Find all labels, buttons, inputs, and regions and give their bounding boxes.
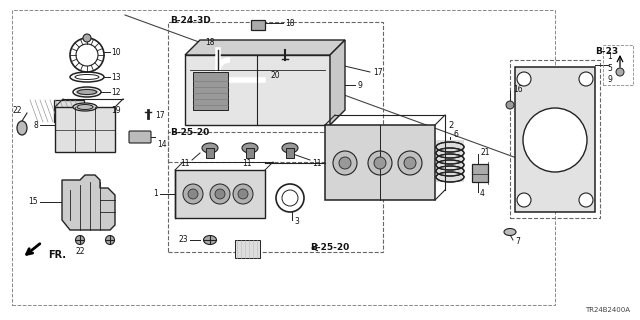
Bar bbox=[54, 100, 84, 122]
Bar bbox=[206, 148, 214, 158]
Ellipse shape bbox=[504, 228, 516, 236]
Bar bbox=[436, 140, 464, 182]
Bar bbox=[55, 107, 115, 152]
Circle shape bbox=[506, 101, 514, 109]
Circle shape bbox=[83, 34, 91, 42]
Text: 8: 8 bbox=[33, 121, 38, 130]
Ellipse shape bbox=[282, 143, 298, 153]
Text: B-25-20: B-25-20 bbox=[310, 244, 349, 252]
Text: 13: 13 bbox=[111, 73, 120, 82]
Polygon shape bbox=[185, 40, 345, 55]
Bar bbox=[251, 20, 265, 30]
Circle shape bbox=[579, 193, 593, 207]
Text: 17: 17 bbox=[155, 110, 164, 119]
FancyBboxPatch shape bbox=[129, 131, 151, 143]
Bar bbox=[175, 170, 265, 218]
Text: 20: 20 bbox=[270, 70, 280, 79]
Bar bbox=[12, 10, 555, 305]
Text: 2: 2 bbox=[448, 121, 453, 130]
Ellipse shape bbox=[106, 236, 115, 244]
Text: 22: 22 bbox=[12, 106, 22, 115]
Text: 11: 11 bbox=[180, 158, 190, 167]
Bar bbox=[193, 72, 228, 110]
Bar bbox=[246, 148, 254, 158]
Bar bbox=[603, 45, 633, 85]
Circle shape bbox=[398, 151, 422, 175]
Circle shape bbox=[616, 68, 624, 76]
Circle shape bbox=[188, 189, 198, 199]
Ellipse shape bbox=[204, 236, 216, 244]
Circle shape bbox=[215, 189, 225, 199]
Bar bbox=[286, 148, 294, 158]
Ellipse shape bbox=[73, 103, 97, 111]
Text: 18: 18 bbox=[285, 19, 294, 28]
Text: 16: 16 bbox=[513, 84, 523, 93]
Circle shape bbox=[183, 184, 203, 204]
Circle shape bbox=[368, 151, 392, 175]
Circle shape bbox=[517, 193, 531, 207]
Bar bbox=[515, 67, 595, 212]
Polygon shape bbox=[62, 175, 115, 230]
Bar bbox=[472, 164, 488, 182]
Bar bbox=[185, 55, 330, 125]
Text: B-24-3D: B-24-3D bbox=[170, 15, 211, 25]
Ellipse shape bbox=[242, 143, 258, 153]
Bar bbox=[168, 22, 383, 162]
Text: 4: 4 bbox=[480, 189, 485, 198]
Text: B-25-20: B-25-20 bbox=[170, 127, 209, 137]
Text: 1: 1 bbox=[153, 189, 158, 198]
Text: 19: 19 bbox=[111, 106, 120, 115]
Text: FR.: FR. bbox=[48, 250, 66, 260]
Circle shape bbox=[233, 184, 253, 204]
Bar bbox=[168, 132, 383, 252]
Text: 22: 22 bbox=[76, 247, 84, 257]
Polygon shape bbox=[330, 40, 345, 125]
Ellipse shape bbox=[76, 89, 99, 95]
Text: 18: 18 bbox=[205, 37, 215, 46]
Bar bbox=[510, 60, 600, 218]
Bar bbox=[235, 240, 260, 258]
Text: 15: 15 bbox=[28, 197, 38, 206]
Ellipse shape bbox=[202, 143, 218, 153]
Text: B-23: B-23 bbox=[595, 46, 618, 55]
Text: 14: 14 bbox=[157, 140, 166, 148]
Text: 21: 21 bbox=[480, 148, 490, 156]
Text: 5: 5 bbox=[607, 63, 612, 73]
Circle shape bbox=[333, 151, 357, 175]
Text: 11: 11 bbox=[312, 158, 321, 167]
Text: 7: 7 bbox=[515, 237, 520, 246]
Text: 10: 10 bbox=[111, 47, 120, 57]
Text: 1: 1 bbox=[607, 52, 612, 60]
Circle shape bbox=[238, 189, 248, 199]
Text: 12: 12 bbox=[111, 87, 120, 97]
Text: 3: 3 bbox=[294, 218, 299, 227]
Text: 9: 9 bbox=[357, 81, 362, 90]
Circle shape bbox=[579, 72, 593, 86]
Text: TR24B2400A: TR24B2400A bbox=[585, 307, 630, 313]
Text: 6: 6 bbox=[453, 130, 458, 139]
Ellipse shape bbox=[17, 121, 27, 135]
Circle shape bbox=[523, 108, 587, 172]
Circle shape bbox=[374, 157, 386, 169]
Circle shape bbox=[210, 184, 230, 204]
Bar bbox=[325, 125, 435, 200]
Ellipse shape bbox=[76, 236, 84, 244]
Circle shape bbox=[517, 72, 531, 86]
Circle shape bbox=[339, 157, 351, 169]
Text: 17: 17 bbox=[373, 68, 383, 76]
Circle shape bbox=[404, 157, 416, 169]
Text: 9: 9 bbox=[607, 75, 612, 84]
Text: 23: 23 bbox=[179, 236, 188, 244]
Text: 11: 11 bbox=[243, 158, 252, 167]
Ellipse shape bbox=[77, 105, 93, 109]
